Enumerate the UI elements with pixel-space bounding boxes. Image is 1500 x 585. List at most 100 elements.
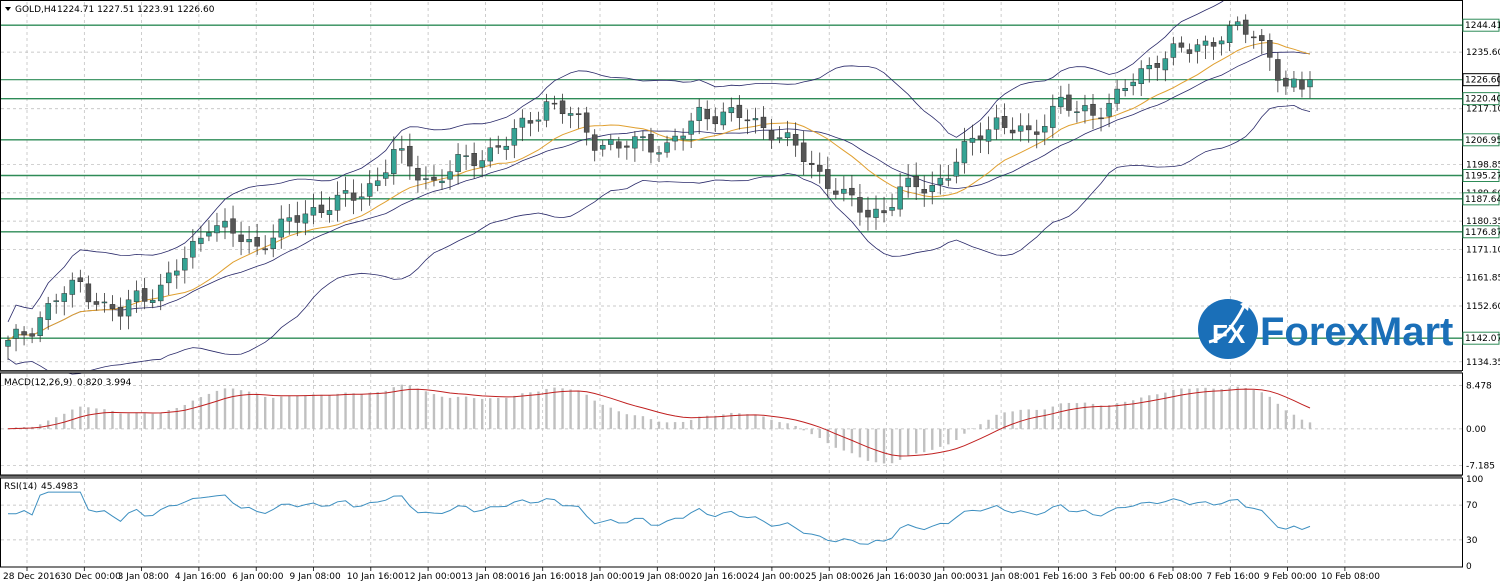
time-tick-label: 10 Feb 08:00 <box>1321 572 1380 582</box>
rsi-tick-label: 0 <box>1466 562 1472 572</box>
candle-body <box>825 169 831 189</box>
candle-body <box>310 207 317 216</box>
time-tick-label: 3 Jan 08:00 <box>118 572 170 582</box>
candle-body <box>865 209 871 218</box>
candle-body <box>881 210 887 214</box>
candle-body <box>1275 59 1281 81</box>
candle-body <box>174 270 180 276</box>
candle-body <box>1058 96 1064 108</box>
candle-body <box>648 133 654 153</box>
candle-body <box>214 225 220 234</box>
candle-body <box>246 239 252 243</box>
candle-body <box>1291 78 1297 88</box>
price-tick-label: 1235.60 <box>1466 48 1500 58</box>
candle-body <box>45 303 51 320</box>
main-header: GOLD,H4 1224.71 1227.51 1223.91 1226.60 <box>5 5 215 15</box>
candle-body <box>455 154 461 172</box>
candle-body <box>1033 131 1040 135</box>
candle-body <box>1082 105 1088 112</box>
candle-body <box>447 171 453 180</box>
time-tick-label: 4 Jan 16:00 <box>175 572 227 582</box>
candle-body <box>1283 77 1289 87</box>
price-tick-label: 1161.85 <box>1466 274 1500 284</box>
candle-body <box>149 299 156 303</box>
candle-body <box>599 144 606 150</box>
candle-body <box>728 107 735 114</box>
candle-body <box>399 148 405 151</box>
candle-body <box>1154 63 1161 68</box>
candle-body <box>1001 116 1008 128</box>
candle-body <box>21 331 27 336</box>
candle-body <box>1050 105 1056 128</box>
dropdown-triangle-icon[interactable] <box>5 7 11 11</box>
candle-body <box>374 180 381 186</box>
candle-body <box>921 189 927 194</box>
time-tick-label: 6 Feb 08:00 <box>1149 572 1203 582</box>
candle-body <box>720 111 727 126</box>
panel-separator <box>0 370 1462 373</box>
rsi-tick-label: 30 <box>1466 536 1478 546</box>
macd-title: MACD(12,26,9) <box>4 378 72 388</box>
candle-body <box>1114 88 1120 104</box>
candle-body <box>857 197 863 213</box>
ohlc-values: 1224.71 1227.51 1223.91 1226.60 <box>57 5 215 15</box>
candle-body <box>439 180 445 184</box>
level-label-box <box>1462 18 1500 32</box>
price-tick-label: 1217.10 <box>1466 105 1500 115</box>
candle-body <box>278 218 285 238</box>
price-tick-label: 1171.10 <box>1466 245 1500 255</box>
rsi-value: 45.4983 <box>41 482 78 492</box>
candle-body <box>591 134 598 151</box>
candle-body <box>1210 42 1217 47</box>
candle-body <box>897 186 903 210</box>
candle-body <box>1098 117 1104 120</box>
candle-body <box>471 153 477 167</box>
candle-body <box>841 188 847 194</box>
candle-body <box>849 187 855 196</box>
candle-body <box>784 132 791 138</box>
macd-tick-label: 8.478 <box>1466 381 1492 391</box>
candle-body <box>993 117 1000 130</box>
candle-body <box>1202 40 1209 46</box>
time-axis: 28 Dec 2016 30 Dec 00:003 Jan 08:00 4 Jan … <box>3 567 1380 582</box>
candle-body <box>808 162 815 165</box>
candle-body <box>929 185 936 192</box>
candle-body <box>77 277 84 282</box>
candle-body <box>334 194 341 211</box>
candle-body <box>302 213 309 224</box>
forexmart-logo: FX ForexMart <box>1198 299 1453 359</box>
candle-body <box>391 149 397 174</box>
candle-body <box>945 178 952 181</box>
time-tick-label: 25 Jan 08:00 <box>805 572 862 582</box>
candle-body <box>1242 19 1249 35</box>
time-tick-label: 24 Jan 00:00 <box>748 572 805 582</box>
candle-body <box>479 160 485 168</box>
candle-body <box>109 304 116 310</box>
price-tick-label: 1134.35 <box>1466 358 1500 368</box>
candle-body <box>190 240 196 258</box>
candle-body <box>985 129 992 142</box>
candle-body <box>511 128 518 146</box>
candle-body <box>1017 125 1024 132</box>
candle-body <box>13 328 19 339</box>
candle-body <box>1162 58 1169 71</box>
logo-arrow-icon <box>1240 300 1250 311</box>
candle-body <box>286 217 293 222</box>
candle-body <box>1122 87 1128 91</box>
candle-body <box>463 155 469 157</box>
candle-body <box>688 120 694 135</box>
macd-values: 0.820 3.994 <box>77 378 132 388</box>
candle-body <box>961 141 968 164</box>
candle-body <box>656 152 662 155</box>
logo-monogram: FX <box>1212 319 1246 349</box>
candle-body <box>680 135 686 139</box>
macd-panel <box>7 384 1312 464</box>
time-tick-label: 20 Jan 16:00 <box>691 572 748 582</box>
candle-body <box>800 142 807 162</box>
bollinger-upper <box>7 0 1226 323</box>
candle-body <box>69 279 76 295</box>
candle-body <box>382 172 389 179</box>
candle-body <box>551 102 558 105</box>
